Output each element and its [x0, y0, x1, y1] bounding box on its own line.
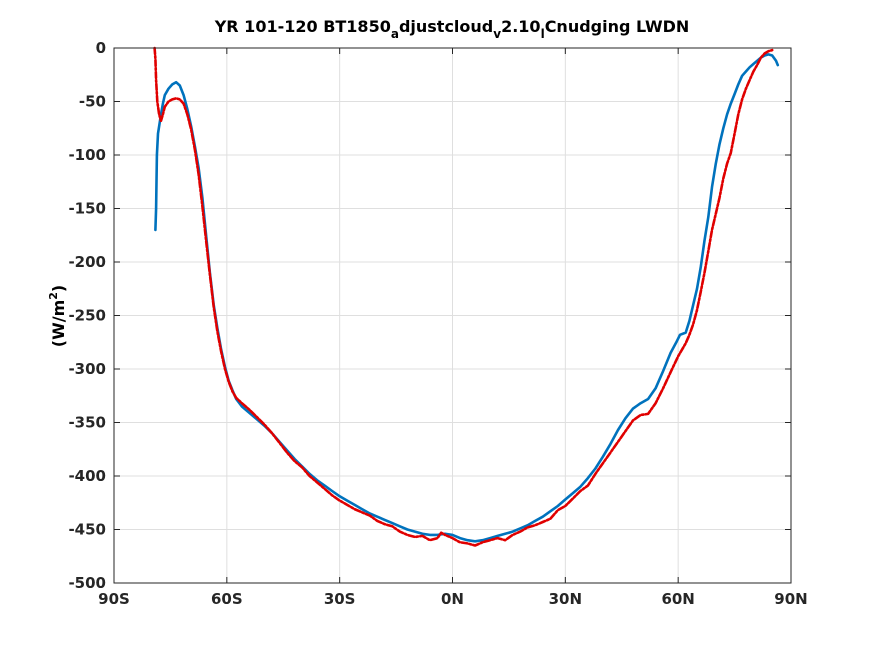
y-tick-label: -50: [79, 93, 106, 111]
title-sub-1: a: [391, 27, 399, 41]
y-axis: 0 -50 -100 -150 -200 -250 -300 -350 -400 -450 -500: [68, 39, 791, 592]
series-layer: [153, 46, 780, 547]
y-tick-label: -250: [68, 307, 106, 325]
y-axis-label-base: (W/m: [49, 300, 68, 347]
x-tick-label: 90S: [98, 590, 130, 608]
x-tick-label: 30N: [549, 590, 582, 608]
y-tick-label: -500: [68, 574, 106, 592]
title-sub-3: l: [541, 27, 545, 41]
y-tick-label: -350: [68, 414, 106, 432]
y-tick-label: -100: [68, 146, 106, 164]
title-suffix: Cnudging LWDN: [545, 17, 690, 36]
y-axis-label-sup: 2: [47, 292, 60, 300]
x-tick-label: 0N: [441, 590, 464, 608]
title-mid: djustcloud: [399, 17, 493, 36]
y-tick-label: 0: [96, 39, 106, 57]
y-tick-label: -150: [68, 200, 106, 218]
x-tick-label: 30S: [324, 590, 356, 608]
y-tick-label: -300: [68, 360, 106, 378]
title-mid-2: 2.10: [501, 17, 540, 36]
x-tick-label: 90N: [774, 590, 807, 608]
title-sub-2: v: [493, 27, 501, 41]
y-tick-label: -450: [68, 521, 106, 539]
y-tick-label: -400: [68, 467, 106, 485]
title-prefix: YR 101-120 BT1850: [214, 17, 391, 36]
x-axis: 90S 60S 30S 0N 30N 60N 90N: [98, 48, 808, 608]
chart-title: YR 101-120 BT1850adjustcloudv2.10lCnudgi…: [214, 17, 690, 41]
x-tick-label: 60N: [661, 590, 694, 608]
series-line-2: [153, 46, 774, 547]
y-axis-label: (W/m2): [47, 285, 68, 347]
y-tick-label: -200: [68, 253, 106, 271]
y-axis-label-close: ): [49, 285, 68, 292]
x-tick-label: 60S: [211, 590, 243, 608]
